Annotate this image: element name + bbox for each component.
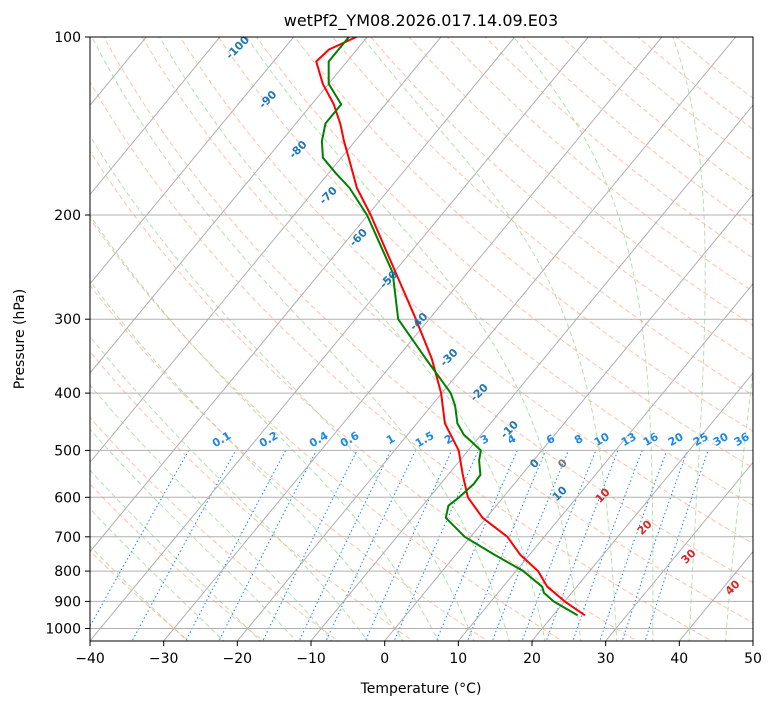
y-tick-label: 400 <box>54 386 81 402</box>
isotherm-gridline <box>90 37 368 374</box>
dry-adiabat-line <box>90 416 340 641</box>
mixing-ratio-line <box>572 450 643 641</box>
dry-adiabat-line <box>103 37 753 624</box>
moist-adiabat-line <box>90 134 475 641</box>
mixing-ratio-line <box>545 450 619 641</box>
isotherm-gridline <box>604 461 753 641</box>
isotherm-gridline <box>383 193 753 641</box>
mixing-ratio-line <box>621 450 688 641</box>
chart-title: wetPf2_YM08.2026.017.14.09.E03 <box>284 11 558 31</box>
y-tick-label: 1000 <box>45 622 81 638</box>
mixing-ratio-line <box>325 450 417 641</box>
moist-adiabat-line <box>90 335 369 641</box>
isotherm-gridline <box>90 37 442 464</box>
mixing-ratio-line <box>435 450 518 641</box>
isotherm-gridline <box>90 37 589 641</box>
y-tick-label: 100 <box>54 30 81 46</box>
isotherm-gridline <box>236 37 737 641</box>
mixing-ratio-line <box>185 450 287 641</box>
y-tick-label: 200 <box>54 208 81 224</box>
y-tick-label: 700 <box>54 530 81 546</box>
x-tick-label: −20 <box>223 651 253 667</box>
dry-adiabat-line <box>141 37 753 584</box>
isotherm-gridline <box>162 37 663 641</box>
isotherm-gridline <box>90 37 295 285</box>
mixing-ratio-line <box>599 450 668 641</box>
dry-adiabat-line <box>446 37 753 293</box>
dry-adiabat-line <box>332 37 753 396</box>
y-tick-label: 500 <box>54 443 81 459</box>
x-tick-label: 50 <box>744 651 762 667</box>
x-tick-label: 30 <box>597 651 615 667</box>
dry-adiabat-line <box>217 37 753 506</box>
x-axis-label: Temperature (°C) <box>360 681 482 697</box>
y-tick-label: 900 <box>54 594 81 610</box>
mixing-ratio-line <box>298 450 392 641</box>
isotherm-gridline <box>310 104 753 641</box>
plot-frame <box>89 36 754 642</box>
x-tick-label: −30 <box>149 651 179 667</box>
y-tick-label: 800 <box>54 564 81 580</box>
isotherm-gridline <box>90 37 516 553</box>
x-tick-label: 10 <box>449 651 467 667</box>
y-axis-label: Pressure (hPa) <box>12 289 28 389</box>
isotherm-gridline <box>90 37 221 196</box>
x-tick-label: −10 <box>296 651 326 667</box>
temperature-profile-line <box>315 37 586 617</box>
mixing-ratio-line <box>644 450 709 641</box>
x-tick-label: −40 <box>75 651 105 667</box>
x-tick-label: 20 <box>523 651 541 667</box>
mixing-ratio-line <box>218 450 317 641</box>
dry-adiabat-line <box>370 37 753 361</box>
x-tick-label: 0 <box>380 651 389 667</box>
isotherm-gridline <box>457 283 753 641</box>
mixing-ratio-line <box>491 450 569 641</box>
y-tick-label: 600 <box>54 490 81 506</box>
x-tick-label: 40 <box>670 651 688 667</box>
dewpoint-profile-line <box>320 37 579 617</box>
isotherm-gridline <box>531 372 753 641</box>
y-tick-label: 300 <box>54 312 81 328</box>
mixing-ratio-line <box>521 450 597 641</box>
dry-adiabat-line <box>90 217 564 641</box>
